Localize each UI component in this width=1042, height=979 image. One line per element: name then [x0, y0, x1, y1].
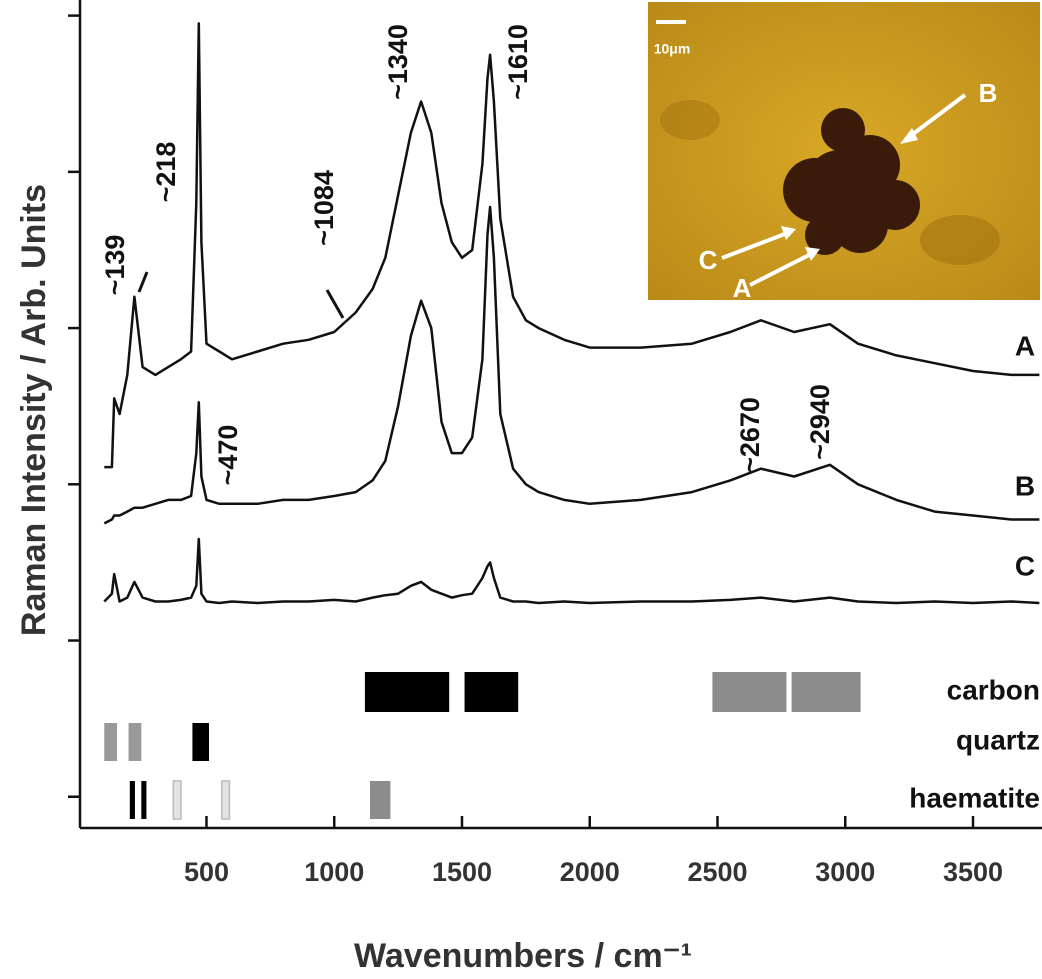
- inset-particle: [783, 108, 920, 255]
- inset-texture: [920, 215, 1000, 265]
- inset-texture: [660, 100, 720, 140]
- reference-band: [141, 781, 147, 819]
- x-tick-label: 2500: [687, 857, 747, 887]
- inset-image: [648, 2, 1040, 300]
- peak-annotation: ~1340: [383, 24, 413, 100]
- peak-annotation: ~1084: [309, 170, 339, 246]
- reference-band: [364, 672, 450, 712]
- spectrum-line: [103, 205, 1040, 525]
- reference-band: [192, 723, 210, 761]
- band-label: quartz: [956, 724, 1040, 755]
- leader-line: [137, 271, 149, 293]
- series-label: A: [1015, 330, 1035, 361]
- x-tick-label: 1500: [432, 857, 492, 887]
- peak-annotation: ~2940: [805, 384, 835, 460]
- reference-band: [172, 780, 182, 820]
- x-tick-label: 2000: [560, 857, 620, 887]
- reference-band: [221, 780, 231, 820]
- spectrum-line: [103, 537, 1040, 605]
- x-tick-label: 500: [184, 857, 229, 887]
- band-label: carbon: [947, 674, 1040, 705]
- inset-label: B: [979, 78, 998, 108]
- leader-line: [325, 289, 345, 319]
- spectrum-line: [104, 22, 1040, 469]
- band-label: haematite: [909, 782, 1040, 813]
- peak-annotation: ~218: [151, 142, 181, 203]
- reference-band: [104, 723, 118, 761]
- inset-label: A: [733, 273, 752, 303]
- peak-annotation: ~2670: [735, 397, 765, 473]
- peak-annotation: ~1610: [503, 24, 533, 100]
- x-tick-label: 3500: [943, 857, 1003, 887]
- y-axis-label: Raman Intensity / Arb. Units: [15, 184, 53, 636]
- inset-arrows: [721, 93, 967, 287]
- reference-band: [791, 672, 861, 712]
- scale-label: 10μm: [654, 41, 691, 57]
- reference-band: [128, 723, 142, 761]
- series-label: B: [1015, 470, 1035, 501]
- reference-band: [712, 672, 787, 712]
- peak-annotation: ~470: [213, 425, 243, 486]
- inset-arrowheads: [781, 128, 918, 261]
- x-axis-label: Wavenumbers / cm⁻¹: [354, 937, 692, 975]
- reference-band: [370, 781, 391, 819]
- reference-band: [464, 672, 519, 712]
- inset-label: C: [699, 245, 718, 275]
- peak-annotation: ~139: [100, 235, 130, 296]
- x-tick-label: 1000: [304, 857, 364, 887]
- x-tick-label: 3000: [815, 857, 875, 887]
- reference-band: [129, 781, 135, 819]
- series-label: C: [1015, 550, 1035, 581]
